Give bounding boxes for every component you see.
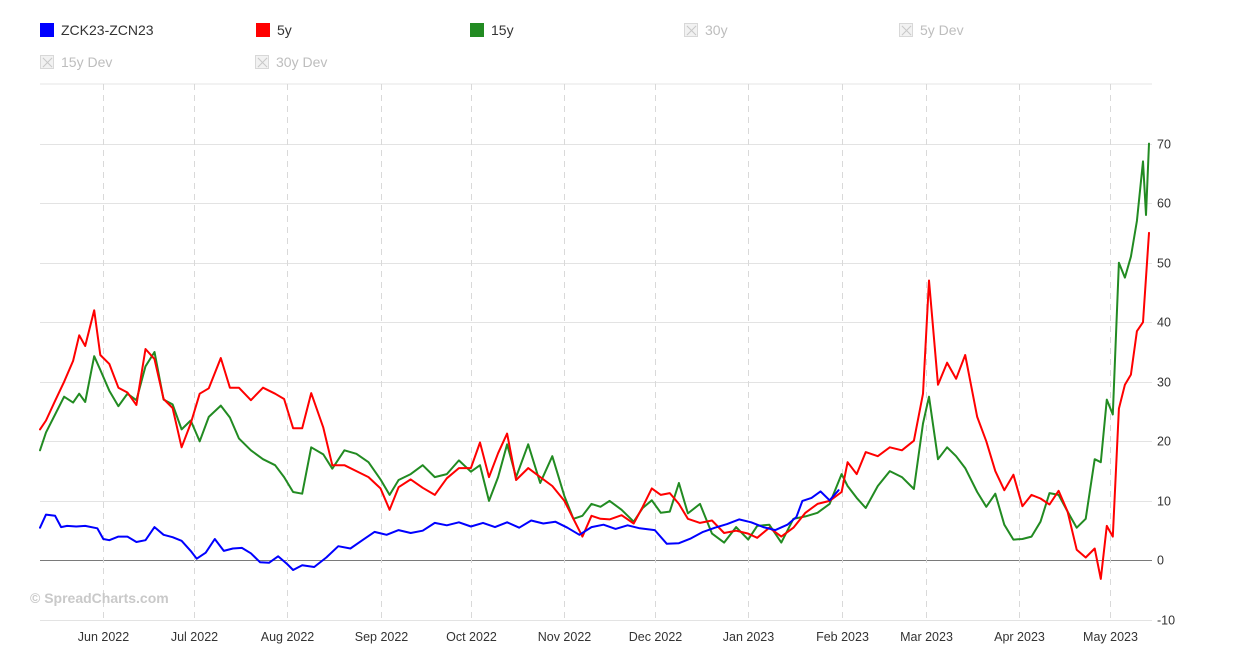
legend-item-30y-dev[interactable]: 30y Dev [255,54,327,70]
legend-label: 15y Dev [61,54,113,70]
chart-legend: ZCK23-ZCN23 5y 15y 30y 5y Dev 15y Dev 30… [0,0,1234,90]
x-tick-label: Nov 2022 [538,630,592,644]
vertical-gridlines [103,84,1111,620]
series-lines [39,142,1150,580]
x-tick-label: Oct 2022 [446,630,497,644]
y-tick-label: 50 [1157,257,1171,271]
watermark: © SpreadCharts.com [30,590,169,606]
x-tick-label: Aug 2022 [261,630,315,644]
legend-label: 30y [705,22,728,38]
legend-label: ZCK23-ZCN23 [61,22,154,38]
legend-label: 30y Dev [276,54,328,70]
legend-item-5y[interactable]: 5y [256,22,292,38]
y-tick-label: 0 [1157,554,1164,568]
disabled-checkbox-icon [40,55,54,69]
disabled-checkbox-icon [255,55,269,69]
y-tick-label: 70 [1157,138,1171,152]
y-tick-label: 20 [1157,435,1171,449]
disabled-checkbox-icon [684,23,698,37]
horizontal-gridlines [40,144,1152,621]
x-axis-tick-labels: Jun 2022 Jul 2022 Aug 2022 Sep 2022 Oct 2022… [78,630,1138,644]
x-tick-label: Apr 2023 [994,630,1045,644]
y-tick-label: 30 [1157,376,1171,390]
series-line-5y [39,231,1150,580]
disabled-checkbox-icon [899,23,913,37]
y-tick-label: 10 [1157,495,1171,509]
series-line-15y [39,142,1150,544]
legend-label: 5y Dev [920,22,964,38]
legend-item-zck23-zcn23[interactable]: ZCK23-ZCN23 [40,22,154,38]
x-tick-label: Sep 2022 [355,630,409,644]
legend-label: 5y [277,22,292,38]
legend-swatch [470,23,484,37]
y-axis-tick-labels: -10 0 10 20 30 40 50 60 70 [1157,138,1175,628]
x-tick-label: Mar 2023 [900,630,953,644]
y-tick-label: -10 [1157,614,1175,628]
x-tick-label: Jun 2022 [78,630,129,644]
legend-item-5y-dev[interactable]: 5y Dev [899,22,964,38]
legend-item-30y[interactable]: 30y [684,22,728,38]
x-tick-label: Jan 2023 [723,630,774,644]
legend-swatch [40,23,54,37]
x-tick-label: Jul 2022 [171,630,218,644]
legend-label: 15y [491,22,514,38]
y-tick-label: 40 [1157,316,1171,330]
y-tick-label: 60 [1157,197,1171,211]
legend-item-15y-dev[interactable]: 15y Dev [40,54,112,70]
x-tick-label: Feb 2023 [816,630,869,644]
series-line-zck23-zcn23 [39,489,840,571]
legend-swatch [256,23,270,37]
x-tick-label: May 2023 [1083,630,1138,644]
x-tick-label: Dec 2022 [629,630,683,644]
legend-item-15y[interactable]: 15y [470,22,514,38]
